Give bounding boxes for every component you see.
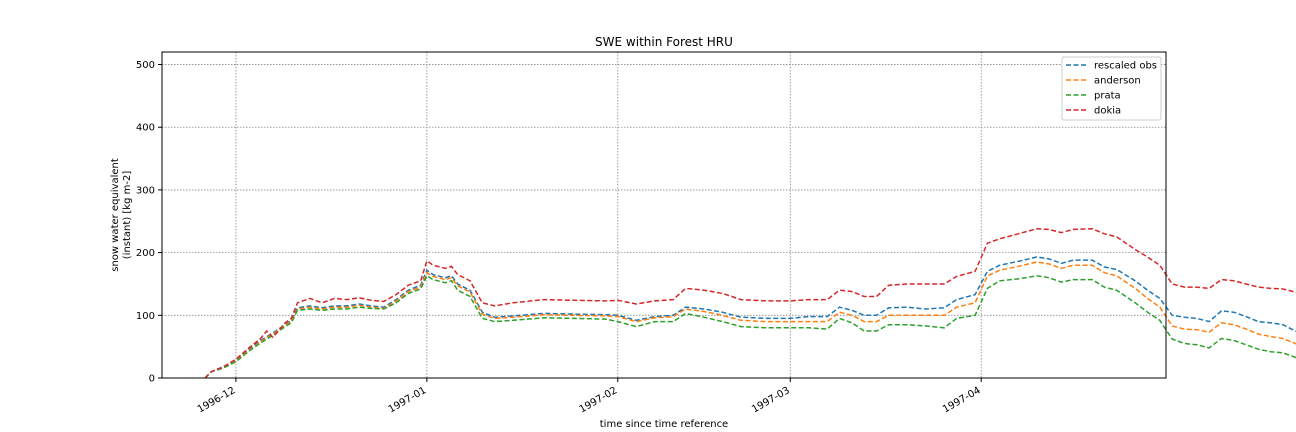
y-axis-label-line2: (instant) [kg m-2] bbox=[122, 171, 133, 260]
plot-frame bbox=[161, 51, 1167, 379]
series-line-prata bbox=[204, 274, 1296, 379]
series-line-anderson bbox=[204, 261, 1296, 379]
y-tick-label: 400 bbox=[136, 123, 155, 134]
series-lines bbox=[204, 228, 1296, 379]
y-axis-label-line1: snow water equivalent bbox=[110, 158, 121, 272]
legend-label: prata bbox=[1094, 91, 1121, 102]
series-line-rescaled-obs bbox=[204, 256, 1296, 379]
y-tick-label: 500 bbox=[136, 60, 155, 71]
x-axis-label: time since time reference bbox=[600, 419, 728, 430]
legend-label: dokia bbox=[1094, 106, 1121, 117]
y-tick-label: 100 bbox=[136, 311, 155, 322]
legend-label: anderson bbox=[1094, 76, 1141, 87]
chart-title: SWE within Forest HRU bbox=[595, 35, 733, 49]
y-tick-label: 0 bbox=[149, 374, 155, 385]
y-axis: 0 100 200 300 400 500 bbox=[136, 60, 162, 385]
legend: rescaled obs anderson prata dokia bbox=[1061, 56, 1162, 121]
legend-label: rescaled obs bbox=[1094, 61, 1157, 72]
legend-box bbox=[1061, 56, 1162, 121]
series-line-dokia bbox=[204, 228, 1296, 379]
y-tick-label: 300 bbox=[136, 185, 155, 196]
y-tick-label: 200 bbox=[136, 248, 155, 259]
